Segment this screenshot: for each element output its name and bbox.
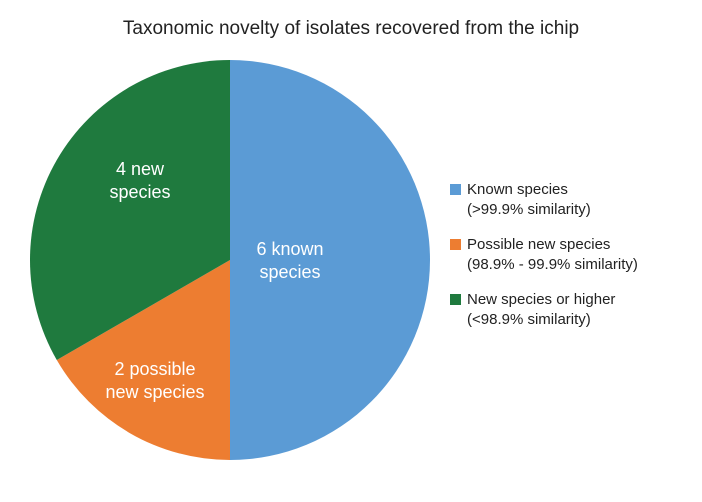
legend-possible-line2: (98.9% - 99.9% similarity) <box>467 256 638 273</box>
legend-known-line2: (>99.9% similarity) <box>467 201 591 218</box>
legend-item-possible-new: Possible new species (98.9% - 99.9% simi… <box>450 235 690 274</box>
legend-text-new-or-higher: New species or higher (<98.9% similarity… <box>467 290 615 329</box>
pie-svg <box>30 60 430 460</box>
chart-title: Taxonomic novelty of isolates recovered … <box>0 18 702 40</box>
pie-chart: 6 known species 2 possible new species 4… <box>30 60 430 460</box>
legend-possible-line1: Possible new species <box>467 236 610 253</box>
pie-slice-known <box>230 60 430 460</box>
legend-known-line1: Known species <box>467 181 568 198</box>
legend-new-line2: (<98.9% similarity) <box>467 311 591 328</box>
chart-container: Taxonomic novelty of isolates recovered … <box>0 0 702 502</box>
legend-item-new-or-higher: New species or higher (<98.9% similarity… <box>450 290 690 329</box>
legend: Known species (>99.9% similarity) Possib… <box>450 180 690 345</box>
legend-swatch-known <box>450 184 461 195</box>
legend-text-possible-new: Possible new species (98.9% - 99.9% simi… <box>467 235 638 274</box>
legend-swatch-possible-new <box>450 239 461 250</box>
legend-text-known: Known species (>99.9% similarity) <box>467 180 591 219</box>
legend-item-known: Known species (>99.9% similarity) <box>450 180 690 219</box>
legend-new-line1: New species or higher <box>467 291 615 308</box>
legend-swatch-new-or-higher <box>450 294 461 305</box>
